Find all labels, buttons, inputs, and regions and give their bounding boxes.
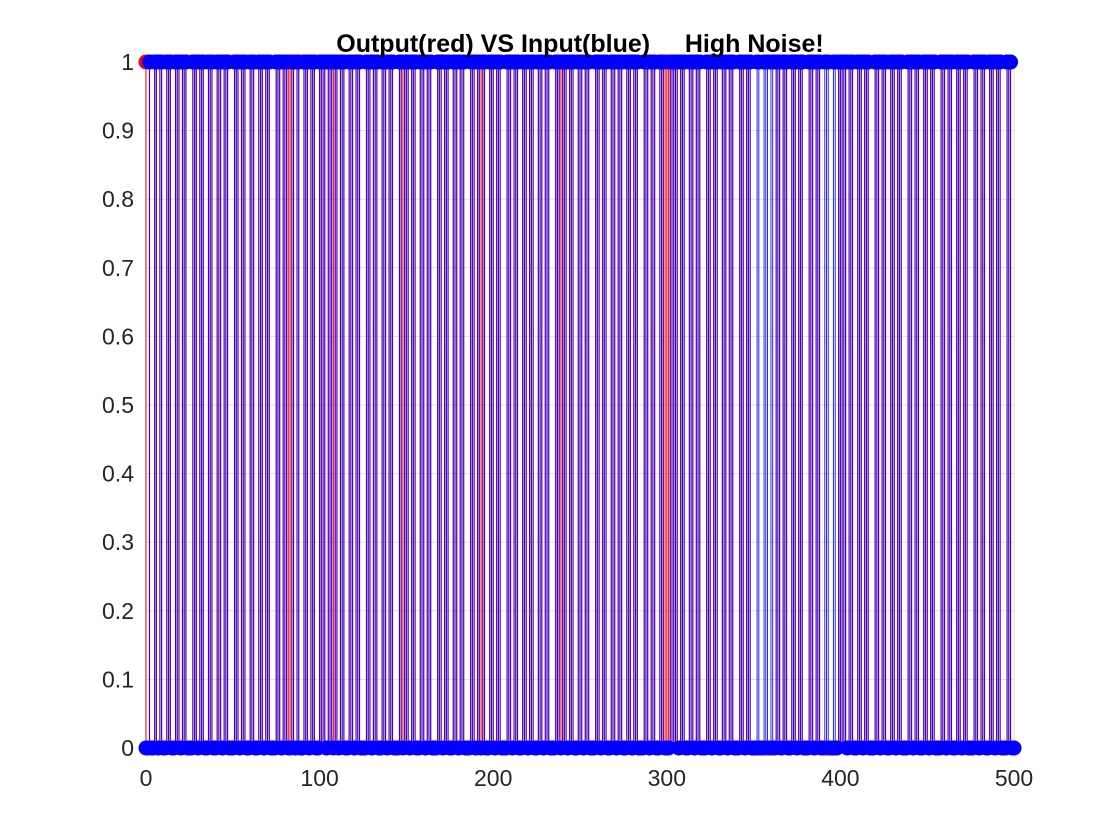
x-tick-label: 0 [140, 765, 153, 791]
y-tick-label: 0.7 [102, 255, 134, 281]
axis-tick-labels: 0 100 200 300 400 500 0 0.1 0.2 0.3 0.4 0.5 0.6 0.7 0.… [102, 49, 1033, 791]
input-series [138, 54, 1022, 756]
y-tick-label: 1 [121, 49, 134, 75]
y-tick-label: 0.6 [102, 323, 134, 349]
x-tick-label: 300 [648, 765, 686, 791]
y-tick-label: 0.4 [102, 461, 134, 487]
stem-marker [1006, 740, 1022, 756]
y-tick-label: 0.9 [102, 118, 134, 144]
x-tick-label: 200 [474, 765, 512, 791]
y-tick-label: 0.3 [102, 529, 134, 555]
y-tick-label: 0.5 [102, 392, 134, 418]
chart-title: Output(red) VS Input(blue) High Noise! [336, 30, 823, 58]
y-tick-label: 0.8 [102, 186, 134, 212]
x-tick-label: 400 [821, 765, 859, 791]
y-tick-label: 0.2 [102, 598, 134, 624]
y-tick-label: 0.1 [102, 666, 134, 692]
y-tick-label: 0 [121, 735, 134, 761]
stem-series [138, 54, 1022, 756]
x-tick-label: 100 [300, 765, 338, 791]
x-tick-label: 500 [995, 765, 1033, 791]
stem-marker [1003, 54, 1019, 70]
